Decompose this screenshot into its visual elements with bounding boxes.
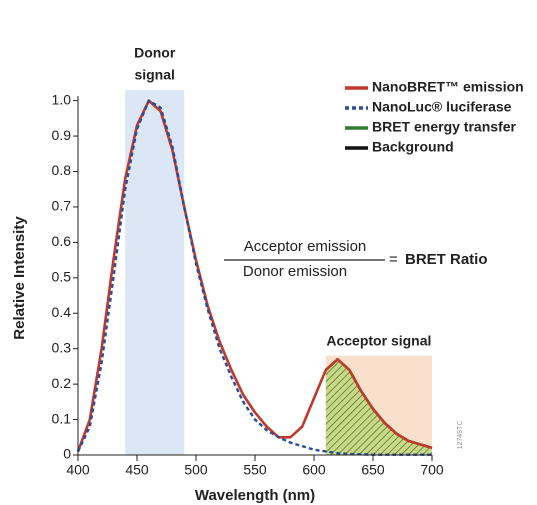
y-tick-label: 0.3 <box>52 339 72 355</box>
area <box>325 359 432 455</box>
x-tick-label: 700 <box>420 462 444 478</box>
line <box>76 99 433 452</box>
legend-label: BRET energy transfer <box>372 119 516 135</box>
figure-code: 12749TC <box>457 421 464 450</box>
y-tick-label: 0.9 <box>52 127 72 143</box>
x-tick-label: 400 <box>66 462 90 478</box>
y-tick-label: 0.1 <box>52 410 72 426</box>
y-tick-label: 0.5 <box>52 269 72 285</box>
band-label: Acceptor signal <box>326 332 431 348</box>
x-tick-label: 500 <box>184 462 208 478</box>
y-tick-label: 0.7 <box>52 198 72 214</box>
x-tick-label: 450 <box>125 462 149 478</box>
legend-label: Background <box>372 139 454 155</box>
x-tick-label: 650 <box>361 462 385 478</box>
formula-denominator: Donor emission <box>243 263 347 280</box>
band-label: signal <box>134 67 174 83</box>
legend-label: NanoLuc® luciferase <box>372 99 512 115</box>
y-tick-label: 0.6 <box>52 233 72 249</box>
formula-numerator: Acceptor emission <box>244 238 367 255</box>
formula-equals: = <box>389 251 398 268</box>
y-tick-label: 0.2 <box>52 375 72 391</box>
y-tick-label: 1.0 <box>52 91 72 107</box>
y-tick-label: 0 <box>63 446 71 462</box>
x-tick-label: 550 <box>243 462 267 478</box>
signal-band <box>125 90 185 455</box>
band-label: Donor <box>134 45 176 61</box>
x-axis-label: Wavelength (nm) <box>195 487 315 504</box>
x-tick-label: 600 <box>302 462 326 478</box>
y-axis-label: Relative Intensity <box>11 216 28 340</box>
legend-label: NanoBRET™ emission <box>372 79 524 95</box>
y-tick-label: 0.4 <box>52 304 72 320</box>
formula-result: BRET Ratio <box>405 251 488 268</box>
y-tick-label: 0.8 <box>52 162 72 178</box>
